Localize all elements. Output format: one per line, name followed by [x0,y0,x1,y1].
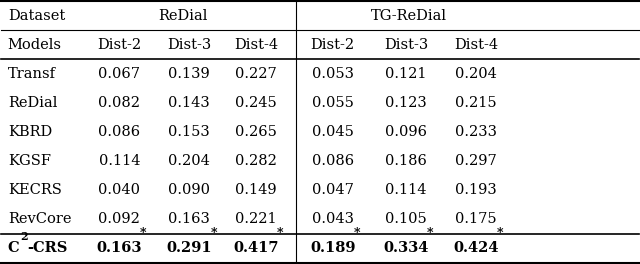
Text: Dist-2: Dist-2 [97,38,141,52]
Text: 0.139: 0.139 [168,67,211,81]
Text: 0.092: 0.092 [99,212,140,226]
Text: 0.424: 0.424 [453,241,499,255]
Text: 0.245: 0.245 [236,96,277,110]
Text: 0.086: 0.086 [98,125,140,139]
Text: 0.114: 0.114 [385,183,427,197]
Text: 0.291: 0.291 [166,241,212,255]
Text: 0.265: 0.265 [236,125,277,139]
Text: 0.047: 0.047 [312,183,354,197]
Text: RevCore: RevCore [8,212,71,226]
Text: 0.096: 0.096 [385,125,427,139]
Text: 0.105: 0.105 [385,212,427,226]
Text: *: * [354,227,360,240]
Text: 0.082: 0.082 [99,96,140,110]
Text: 0.186: 0.186 [385,154,427,168]
Text: ReDial: ReDial [8,96,57,110]
Text: 0.153: 0.153 [168,125,211,139]
Text: 0.163: 0.163 [97,241,142,255]
Text: 0.189: 0.189 [310,241,355,255]
Text: 0.193: 0.193 [455,183,497,197]
Text: 0.123: 0.123 [385,96,427,110]
Text: 0.143: 0.143 [168,96,211,110]
Text: Transf: Transf [8,67,56,81]
Text: KECRS: KECRS [8,183,61,197]
Text: 0.204: 0.204 [168,154,211,168]
Text: Dist-3: Dist-3 [384,38,428,52]
Text: 0.221: 0.221 [236,212,277,226]
Text: Dist-3: Dist-3 [167,38,211,52]
Text: Dist-4: Dist-4 [454,38,498,52]
Text: KGSF: KGSF [8,154,51,168]
Text: 0.114: 0.114 [99,154,140,168]
Text: 0.233: 0.233 [455,125,497,139]
Text: ReDial: ReDial [158,9,208,23]
Text: 0.090: 0.090 [168,183,211,197]
Text: 0.053: 0.053 [312,67,354,81]
Text: 0.227: 0.227 [236,67,277,81]
Text: *: * [497,227,504,240]
Text: 0.067: 0.067 [99,67,140,81]
Text: 0.045: 0.045 [312,125,354,139]
Text: 0.175: 0.175 [455,212,497,226]
Text: C: C [8,241,19,255]
Text: 0.297: 0.297 [455,154,497,168]
Text: *: * [140,227,147,240]
Text: Dataset: Dataset [8,9,65,23]
Text: 0.417: 0.417 [234,241,279,255]
Text: 0.215: 0.215 [455,96,497,110]
Text: Dist-2: Dist-2 [310,38,355,52]
Text: *: * [277,227,284,240]
Text: 0.204: 0.204 [455,67,497,81]
Text: 0.086: 0.086 [312,154,354,168]
Text: 2: 2 [20,231,28,242]
Text: 0.282: 0.282 [236,154,277,168]
Text: Models: Models [8,38,62,52]
Text: 0.055: 0.055 [312,96,354,110]
Text: 0.163: 0.163 [168,212,211,226]
Text: KBRD: KBRD [8,125,52,139]
Text: 0.043: 0.043 [312,212,354,226]
Text: TG-ReDial: TG-ReDial [371,9,447,23]
Text: *: * [427,227,433,240]
Text: 0.121: 0.121 [385,67,427,81]
Text: 0.334: 0.334 [383,241,429,255]
Text: -CRS: -CRS [27,241,67,255]
Text: 0.040: 0.040 [99,183,140,197]
Text: 0.149: 0.149 [236,183,277,197]
Text: Dist-4: Dist-4 [234,38,278,52]
Text: *: * [211,227,217,240]
